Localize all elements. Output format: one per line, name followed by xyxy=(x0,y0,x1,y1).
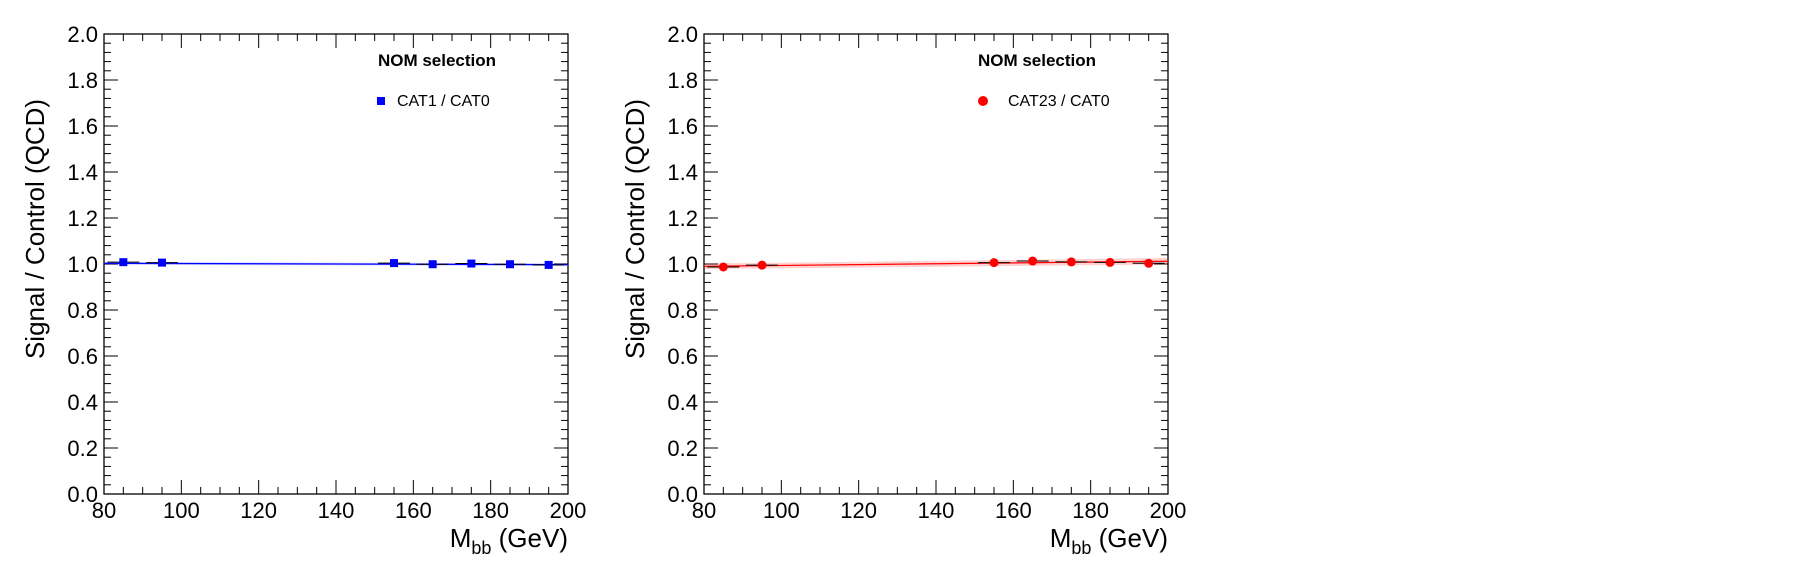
y-tick-label: 0.2 xyxy=(667,436,698,461)
y-axis-label: Signal / Control (QCD) xyxy=(620,99,650,359)
data-point xyxy=(1028,256,1038,266)
fit-line xyxy=(103,262,569,266)
y-tick-label: 2.0 xyxy=(667,22,698,47)
y-tick-label: 1.2 xyxy=(67,206,98,231)
y-tick-label: 1.4 xyxy=(667,160,698,185)
data-point xyxy=(544,260,553,269)
legend-marker-square xyxy=(377,97,385,105)
fit-line xyxy=(703,260,1169,267)
y-tick-label: 0.6 xyxy=(67,344,98,369)
x-tick-label: 80 xyxy=(92,498,116,523)
legend-marker-circle xyxy=(978,96,988,106)
x-axis-label: Mbb (GeV) xyxy=(450,523,568,558)
x-tick-label: 180 xyxy=(472,498,509,523)
data-point xyxy=(1066,257,1076,267)
panel-cat23-over-cat0: 0.0 0.2 0.4 0.6 0.8 1.0 1.2 1.4 1.6 1.8 2.0 80 100 12… xyxy=(620,22,1186,558)
y-tick-label: 0.8 xyxy=(67,298,98,323)
data-point xyxy=(158,258,166,267)
x-axis-label: Mbb (GeV) xyxy=(1050,523,1168,558)
x-tick-label: 120 xyxy=(840,498,877,523)
data-point xyxy=(718,262,728,272)
y-tick-label: 2.0 xyxy=(67,22,98,47)
x-tick-label: 160 xyxy=(995,498,1032,523)
x-tick-label: 200 xyxy=(550,498,587,523)
legend-header: NOM selection xyxy=(378,51,496,70)
data-point xyxy=(428,260,437,269)
legend-entry-label: CAT1 / CAT0 xyxy=(397,93,490,110)
y-tick-label: 1.8 xyxy=(67,68,98,93)
y-tick-label: 1.2 xyxy=(667,206,698,231)
y-tick-label: 0.4 xyxy=(67,390,98,415)
x-tick-label: 140 xyxy=(318,498,355,523)
y-tick-label: 1.6 xyxy=(667,114,698,139)
y-tick-label: 0.0 xyxy=(667,482,698,507)
x-tick-label: 100 xyxy=(763,498,800,523)
y-tick-label: 0.4 xyxy=(667,390,698,415)
y-axis-label: Signal / Control (QCD) xyxy=(20,99,50,359)
x-tick-label: 180 xyxy=(1072,498,1109,523)
y-tick-label: 1.0 xyxy=(67,252,98,277)
data-point xyxy=(757,260,767,270)
legend-entry-label: CAT23 / CAT0 xyxy=(1008,93,1110,110)
x-tick-label: 160 xyxy=(395,498,432,523)
x-tick-label: 80 xyxy=(692,498,716,523)
y-tick-label: 1.4 xyxy=(67,160,98,185)
data-point xyxy=(1144,258,1154,268)
legend-header: NOM selection xyxy=(978,51,1096,70)
y-tick-label: 0.0 xyxy=(67,482,98,507)
data-point xyxy=(1105,257,1115,267)
y-tick-label: 0.2 xyxy=(67,436,98,461)
x-tick-label: 200 xyxy=(1150,498,1187,523)
y-tick-label: 0.8 xyxy=(667,298,698,323)
data-point xyxy=(989,258,999,268)
x-tick-label: 120 xyxy=(240,498,277,523)
plot-area: 0.0 0.2 0.4 0.6 0.8 1.0 1.2 1.4 1.6 1.8 2.0 80 100 12… xyxy=(67,22,586,523)
data-point xyxy=(467,259,476,268)
data-point xyxy=(506,260,514,269)
data-point xyxy=(390,259,398,268)
y-tick-label: 1.0 xyxy=(667,252,698,277)
y-tick-label: 1.6 xyxy=(67,114,98,139)
panel-cat1-over-cat0: 0.0 0.2 0.4 0.6 0.8 1.0 1.2 1.4 1.6 1.8 2.0 80 100 12… xyxy=(20,22,586,558)
y-tick-label: 0.6 xyxy=(667,344,698,369)
y-tick-label: 1.8 xyxy=(667,68,698,93)
data-point xyxy=(119,258,128,267)
x-tick-label: 100 xyxy=(163,498,200,523)
plot-area: 0.0 0.2 0.4 0.6 0.8 1.0 1.2 1.4 1.6 1.8 2.0 80 100 12… xyxy=(667,22,1186,523)
x-tick-label: 140 xyxy=(918,498,955,523)
